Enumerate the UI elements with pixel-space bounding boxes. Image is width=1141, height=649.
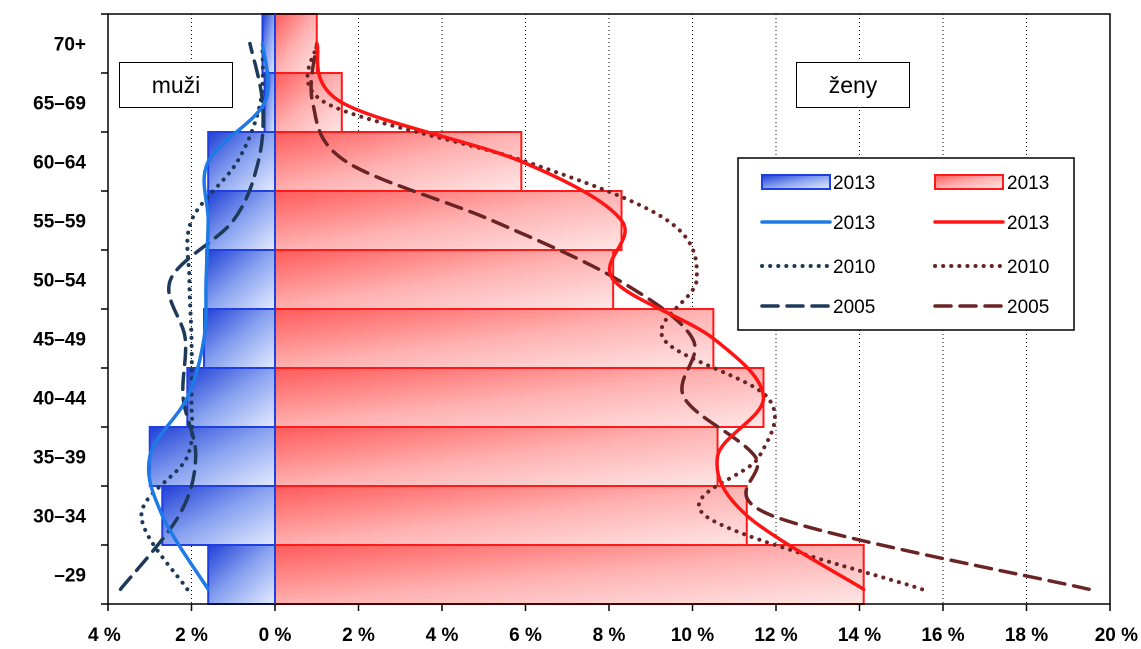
bar-men-2013 (261, 13, 277, 74)
bar-women-2013 (274, 308, 715, 369)
x-tick-label: 20 % (1095, 625, 1138, 646)
bar-women-2013 (274, 131, 523, 192)
x-tick-label: 16 % (921, 625, 964, 646)
y-tick-label: 55–59 (33, 212, 86, 233)
y-tick-label: 70+ (54, 35, 86, 56)
line-men-2010-dotted (139, 41, 265, 592)
legend-swatch (761, 174, 831, 190)
y-tick-label: 45–49 (33, 330, 86, 351)
bars-group (148, 13, 865, 605)
bar-men-2013 (203, 308, 276, 369)
legend-label: 2013 (833, 173, 875, 194)
legend-swatch (934, 174, 1004, 190)
bar-men-2013 (207, 131, 276, 192)
legend: 2013 2013 2013 2013 2010 2010 2005 2005 (737, 157, 1075, 331)
x-tick-label: 8 % (593, 625, 626, 646)
axes-group (101, 13, 1111, 611)
y-tick-label: 40–44 (33, 389, 86, 410)
x-tick-labels: 4 % 2 % 0 % 2 % 4 % 6 % 8 % 10 % 12 % 14 % 16 % 18 … (88, 625, 1138, 646)
lines-group (118, 41, 1091, 592)
legend-label: 2005 (1007, 297, 1049, 318)
men-label: muži (119, 62, 233, 108)
x-tick-label: 6 % (509, 625, 542, 646)
bar-men-2013 (161, 485, 276, 546)
y-tick-label: –29 (54, 566, 86, 587)
bar-women-2013 (274, 426, 719, 487)
bar-women-2013 (274, 544, 865, 605)
line-women-2013-solid (315, 41, 866, 592)
x-tick-label: 4 % (88, 625, 121, 646)
x-tick-label: 2 % (342, 625, 375, 646)
x-tick-label: 0 % (259, 625, 292, 646)
y-tick-label: 65–69 (33, 94, 86, 115)
bar-men-2013 (207, 190, 276, 251)
x-tick-label: 4 % (426, 625, 459, 646)
y-tick-label: 60–64 (33, 153, 86, 174)
y-tick-label: 50–54 (33, 271, 86, 292)
bar-women-2013 (274, 485, 748, 546)
legend-label: 2013 (1007, 173, 1049, 194)
bar-men-2013 (148, 426, 276, 487)
x-tick-label: 14 % (838, 625, 881, 646)
x-tick-label: 18 % (1005, 625, 1048, 646)
legend-label: 2013 (1007, 213, 1049, 234)
line-men-2013-solid (146, 41, 270, 592)
legend-label: 2013 (833, 213, 875, 234)
bar-men-2013 (205, 249, 276, 310)
y-tick-label: 35–39 (33, 448, 86, 469)
y-tick-labels: –29 30–34 35–39 40–44 45–49 50–54 55–59 60–64 65… (33, 35, 86, 587)
bar-women-2013 (274, 190, 623, 251)
bar-men-2013 (186, 367, 276, 428)
legend-label: 2010 (833, 257, 875, 278)
x-tick-label: 12 % (754, 625, 797, 646)
y-tick-label: 30–34 (33, 507, 86, 528)
line-men-2005-dashed (118, 41, 265, 592)
bar-women-2013 (274, 367, 765, 428)
legend-label: 2005 (833, 297, 875, 318)
legend-label: 2010 (1007, 257, 1049, 278)
x-tick-label: 10 % (671, 625, 714, 646)
line-women-2005-dashed (309, 41, 1091, 592)
bar-women-2013 (274, 249, 615, 310)
bar-women-2013 (274, 13, 318, 74)
x-tick-label: 2 % (175, 625, 208, 646)
women-label: ženy (796, 62, 910, 108)
bar-men-2013 (207, 544, 276, 605)
